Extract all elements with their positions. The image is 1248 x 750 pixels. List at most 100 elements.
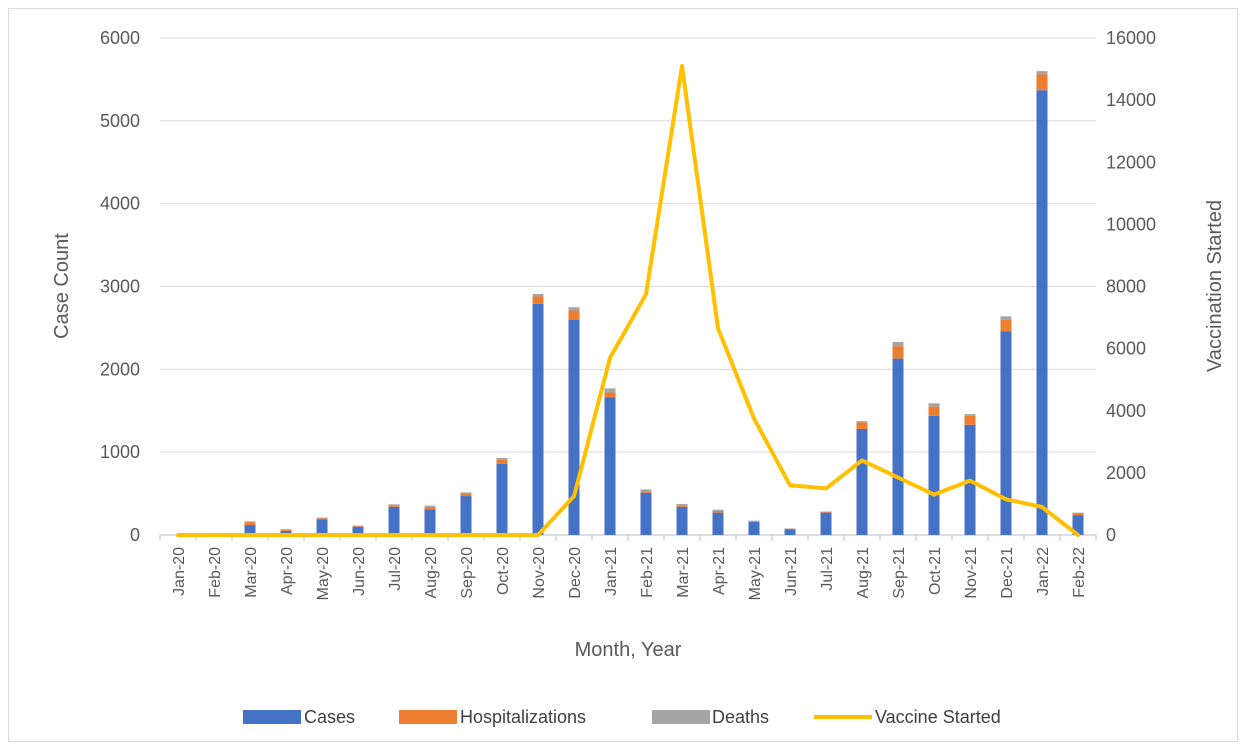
legend: Cases Hospitalizations Deaths Vaccine Start… xyxy=(243,707,1001,727)
x-tick-label: Dec-21 xyxy=(999,547,1016,599)
x-tick-label: Oct-20 xyxy=(495,547,512,595)
bar-cases xyxy=(280,530,292,535)
x-tick-label: Jan-20 xyxy=(171,547,188,596)
legend-swatch xyxy=(399,710,457,724)
bar-cases xyxy=(856,428,868,535)
bar-cases xyxy=(676,506,688,535)
x-axis-ticks: Jan-20 Feb-20 Mar-20 Apr-20 May-20 Jun-20 Jul-… xyxy=(159,535,1097,600)
bar-hospitalizations xyxy=(928,406,940,416)
bar-cases xyxy=(352,526,364,535)
bar-deaths xyxy=(460,492,472,494)
y-tick-label: 1000 xyxy=(100,442,140,462)
bar-cases xyxy=(388,506,400,535)
bar-hospitalizations xyxy=(964,415,976,425)
bar-hospitalizations xyxy=(820,511,832,513)
bar-hospitalizations xyxy=(748,521,760,522)
x-tick-label: May-20 xyxy=(315,547,332,600)
legend-swatch xyxy=(652,710,710,724)
x-tick-label: Jan-22 xyxy=(1035,547,1052,596)
bar-hospitalizations xyxy=(1036,74,1048,91)
bar-deaths xyxy=(1072,512,1084,514)
x-tick-label: Jun-20 xyxy=(351,547,368,596)
y2-tick-label: 4000 xyxy=(1106,401,1146,421)
x-tick-label: Nov-20 xyxy=(531,547,548,599)
bar-hospitalizations xyxy=(388,505,400,507)
x-tick-label: Feb-20 xyxy=(207,547,224,598)
y2-tick-label: 10000 xyxy=(1106,214,1156,234)
bar-cases xyxy=(748,521,760,535)
y2-axis-title: Vaccination Started xyxy=(1204,200,1226,372)
bar-deaths xyxy=(676,503,688,506)
x-tick-label: May-21 xyxy=(747,547,764,600)
bar-hospitalizations xyxy=(352,526,364,527)
y2-tick-label: 0 xyxy=(1106,525,1116,545)
bar-hospitalizations xyxy=(676,505,688,507)
y-tick-label: 3000 xyxy=(100,277,140,297)
right-axis-ticks: 0 2000 4000 6000 8000 10000 12000 14000 16000 xyxy=(1106,28,1156,545)
x-tick-label: Jul-21 xyxy=(819,547,836,591)
legend-label: Vaccine Started xyxy=(875,707,1001,727)
bar-cases xyxy=(604,397,616,535)
y2-tick-label: 16000 xyxy=(1106,28,1156,48)
x-tick-label: Feb-22 xyxy=(1071,547,1088,598)
y-axis-title: Case Count xyxy=(51,233,73,339)
x-tick-label: Mar-20 xyxy=(243,547,260,598)
bar-deaths xyxy=(316,517,328,519)
bar-hospitalizations xyxy=(460,493,472,497)
bar-deaths xyxy=(388,504,400,506)
bar-cases xyxy=(460,496,472,535)
bar-cases xyxy=(568,319,580,535)
bar-deaths xyxy=(532,293,544,297)
bar-deaths xyxy=(964,414,976,416)
bar-deaths xyxy=(604,388,616,393)
bar-hospitalizations xyxy=(856,422,868,429)
bar-cases xyxy=(532,303,544,535)
x-tick-label: Jul-20 xyxy=(387,547,404,591)
bar-deaths xyxy=(496,457,508,460)
x-tick-label: Aug-20 xyxy=(423,547,440,599)
bar-hospitalizations xyxy=(244,522,256,526)
bar-cases xyxy=(1072,515,1084,535)
bars xyxy=(244,71,1084,535)
y-tick-label: 2000 xyxy=(100,359,140,379)
bar-cases xyxy=(640,492,652,535)
x-tick-label: Jun-21 xyxy=(783,547,800,596)
bar-hospitalizations xyxy=(640,491,652,493)
legend-swatch xyxy=(243,710,301,724)
bar-deaths xyxy=(856,421,868,423)
bar-cases xyxy=(928,415,940,535)
bar-hospitalizations xyxy=(1072,513,1084,516)
legend-label: Deaths xyxy=(712,707,769,727)
x-tick-label: Mar-21 xyxy=(675,547,692,598)
bar-hospitalizations xyxy=(604,392,616,398)
bar-deaths xyxy=(640,489,652,492)
bar-deaths xyxy=(568,307,580,311)
bar-deaths xyxy=(1036,71,1048,75)
y-tick-label: 6000 xyxy=(100,28,140,48)
bar-hospitalizations xyxy=(424,506,436,510)
bar-cases xyxy=(244,525,256,535)
y-tick-label: 5000 xyxy=(100,111,140,131)
x-tick-label: Sep-20 xyxy=(459,547,476,599)
y2-tick-label: 2000 xyxy=(1106,463,1146,483)
bar-cases xyxy=(820,512,832,535)
bar-hospitalizations xyxy=(568,310,580,320)
x-tick-label: Jan-21 xyxy=(603,547,620,596)
left-axis-ticks: 0 1000 2000 3000 4000 5000 6000 xyxy=(100,28,140,545)
y-tick-label: 4000 xyxy=(100,194,140,214)
vaccine-line xyxy=(176,64,1080,537)
legend-label: Cases xyxy=(304,707,355,727)
x-tick-label: Aug-21 xyxy=(855,547,872,599)
bar-deaths xyxy=(928,403,940,407)
bar-deaths xyxy=(712,509,724,511)
bar-hospitalizations xyxy=(532,296,544,304)
bar-deaths xyxy=(280,529,292,531)
bar-deaths xyxy=(1000,316,1012,320)
x-tick-label: Dec-20 xyxy=(567,547,584,599)
bar-cases xyxy=(712,512,724,535)
bar-cases xyxy=(496,463,508,535)
bar-cases xyxy=(424,509,436,535)
y2-tick-label: 8000 xyxy=(1106,277,1146,297)
bar-hospitalizations xyxy=(1000,319,1012,332)
